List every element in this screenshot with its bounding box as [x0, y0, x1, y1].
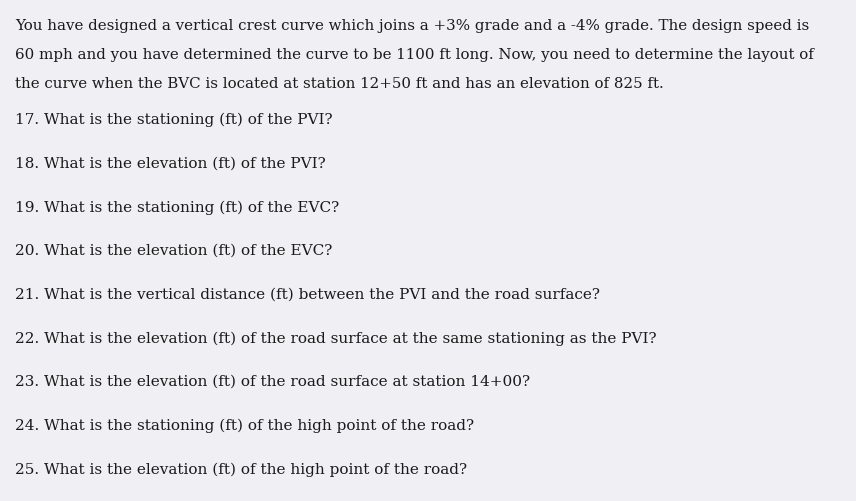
Text: You have designed a vertical crest curve which joins a +3% grade and a -4% grade: You have designed a vertical crest curve… — [15, 19, 810, 33]
Text: 21. What is the vertical distance (ft) between the PVI and the road surface?: 21. What is the vertical distance (ft) b… — [15, 287, 600, 301]
Text: the curve when the BVC is located at station 12+50 ft and has an elevation of 82: the curve when the BVC is located at sta… — [15, 77, 664, 91]
Text: 22. What is the elevation (ft) of the road surface at the same stationing as the: 22. What is the elevation (ft) of the ro… — [15, 331, 657, 345]
Text: 24. What is the stationing (ft) of the high point of the road?: 24. What is the stationing (ft) of the h… — [15, 418, 474, 432]
Text: 60 mph and you have determined the curve to be 1100 ft long. Now, you need to de: 60 mph and you have determined the curve… — [15, 48, 814, 62]
Text: 20. What is the elevation (ft) of the EVC?: 20. What is the elevation (ft) of the EV… — [15, 243, 333, 258]
Text: 18. What is the elevation (ft) of the PVI?: 18. What is the elevation (ft) of the PV… — [15, 156, 326, 170]
Text: 23. What is the elevation (ft) of the road surface at station 14+00?: 23. What is the elevation (ft) of the ro… — [15, 374, 531, 388]
Text: 17. What is the stationing (ft) of the PVI?: 17. What is the stationing (ft) of the P… — [15, 113, 333, 127]
Text: 25. What is the elevation (ft) of the high point of the road?: 25. What is the elevation (ft) of the hi… — [15, 461, 467, 476]
Text: 19. What is the stationing (ft) of the EVC?: 19. What is the stationing (ft) of the E… — [15, 200, 340, 214]
